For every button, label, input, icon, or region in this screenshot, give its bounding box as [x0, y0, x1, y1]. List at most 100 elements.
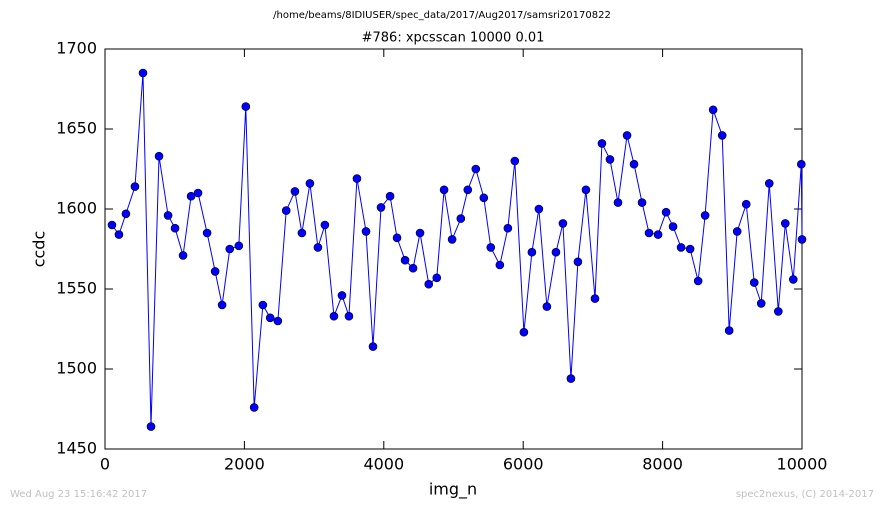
credit: spec2nexus, (C) 2014-2017	[736, 489, 874, 500]
x-tick-label: 4000	[363, 455, 404, 474]
data-point	[439, 185, 449, 195]
data-point	[590, 294, 600, 303]
data-point	[138, 68, 148, 78]
data-point	[361, 227, 371, 236]
data-point	[385, 191, 395, 201]
y-tick-label: 1450	[56, 439, 97, 458]
data-point	[797, 235, 807, 244]
suptitle: /home/beams/8IDIUSER/spec_data/2017/Aug2…	[273, 10, 611, 21]
data-point	[581, 185, 591, 195]
y-axis-label: ccdc	[30, 231, 49, 268]
data-point	[724, 326, 734, 335]
data-point	[732, 227, 742, 236]
data-point	[320, 220, 330, 230]
y-tick-label: 1600	[56, 199, 97, 218]
data-point	[146, 422, 156, 431]
data-point	[415, 228, 425, 238]
data-point	[774, 307, 783, 316]
data-point	[265, 313, 275, 323]
data-point	[273, 316, 283, 326]
data-point	[573, 257, 583, 267]
data-point	[622, 131, 632, 140]
x-tick-label: 6000	[503, 455, 544, 474]
data-point	[597, 139, 607, 148]
data-point	[471, 164, 481, 174]
data-point	[154, 151, 164, 161]
data-point	[424, 279, 434, 289]
data-point	[463, 185, 473, 195]
data-point	[456, 214, 466, 223]
data-point	[297, 228, 307, 238]
data-point	[337, 291, 347, 300]
data-point	[764, 179, 774, 188]
data-point	[163, 211, 173, 220]
data-point	[202, 228, 212, 238]
data-point	[170, 223, 180, 233]
data-point	[408, 263, 418, 273]
data-point	[668, 222, 678, 231]
data-point	[392, 233, 402, 243]
data-point	[629, 159, 639, 169]
data-point	[717, 131, 727, 140]
data-point	[376, 203, 386, 212]
plot-frame	[104, 48, 803, 450]
data-point	[653, 230, 663, 239]
data-point	[178, 251, 188, 260]
data-point	[400, 255, 410, 265]
data-point	[432, 273, 442, 283]
data-point	[613, 198, 623, 207]
data-point	[534, 204, 544, 214]
data-point	[788, 275, 798, 284]
y-tick-label: 1550	[56, 279, 97, 298]
x-tick-label: 0	[100, 455, 110, 474]
data-point	[676, 243, 686, 252]
data-point	[107, 220, 117, 230]
data-point	[503, 223, 513, 233]
data-point	[551, 247, 561, 257]
data-point	[114, 230, 124, 239]
data-point	[700, 211, 710, 220]
data-point	[281, 206, 291, 215]
data-point	[605, 155, 615, 164]
x-tick-label: 10000	[777, 455, 828, 474]
data-point	[225, 244, 235, 254]
data-point	[510, 156, 520, 166]
data-point	[290, 187, 300, 196]
data-point	[693, 276, 703, 286]
data-point	[344, 311, 354, 321]
chart-title: #786: xpcsscan 10000 0.01	[362, 31, 545, 46]
y-tick-label: 1700	[56, 39, 97, 58]
data-point	[305, 179, 315, 188]
data-point	[249, 403, 259, 412]
data-point	[352, 174, 362, 183]
data-point	[241, 102, 251, 111]
data-point	[495, 260, 505, 270]
data-point	[258, 300, 268, 310]
data-point	[637, 198, 647, 207]
data-point	[130, 182, 140, 191]
y-tick-label: 1500	[56, 359, 97, 378]
data-point	[542, 302, 552, 311]
timestamp: Wed Aug 23 15:16:42 2017	[10, 489, 147, 500]
data-point	[234, 241, 244, 251]
data-point	[558, 219, 568, 228]
x-tick-label: 2000	[224, 455, 265, 474]
x-axis-label: img_n	[429, 480, 477, 500]
data-point	[486, 243, 496, 252]
data-point	[780, 219, 790, 228]
data-point	[644, 228, 654, 238]
data-point	[329, 311, 339, 321]
data-point	[210, 267, 220, 276]
data-point	[756, 299, 766, 308]
data-point	[661, 207, 671, 217]
data-point	[741, 199, 751, 209]
data-point	[708, 105, 718, 115]
data-point	[566, 374, 576, 383]
x-tick-label: 8000	[642, 455, 683, 474]
y-tick-label: 1650	[56, 119, 97, 138]
data-point	[479, 193, 489, 203]
data-point	[368, 342, 378, 351]
data-point	[685, 244, 695, 254]
data-point	[519, 327, 529, 337]
